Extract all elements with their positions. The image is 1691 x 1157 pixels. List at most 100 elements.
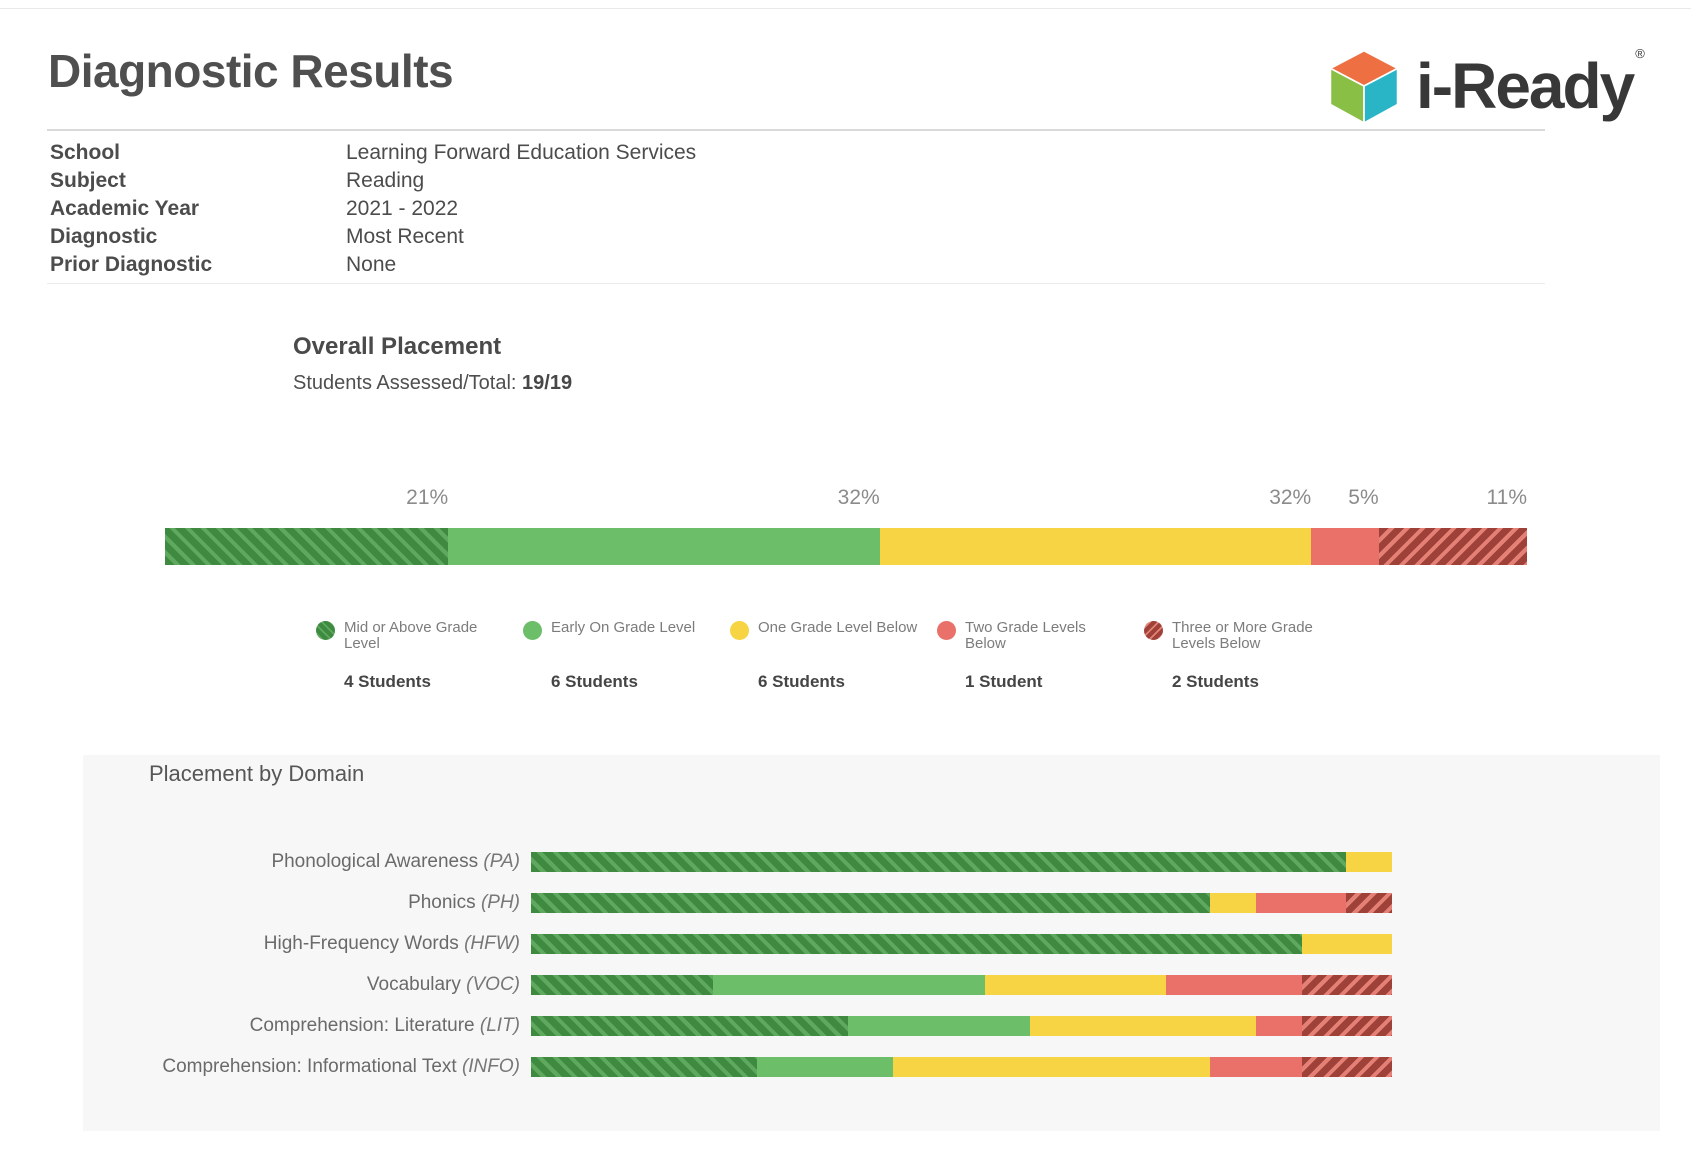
domain-bar <box>531 893 1393 913</box>
metadata-value: 2021 - 2022 <box>346 197 459 220</box>
domain-bar-segment <box>531 975 713 995</box>
domain-name: High-Frequency Words <box>263 933 465 954</box>
legend-student-count: 1 Student <box>965 672 1043 691</box>
metadata-row: Subject Reading <box>50 167 696 195</box>
overall-bar-segment <box>448 528 880 565</box>
metadata-value: None <box>346 253 397 276</box>
domain-bar-segment <box>1029 1016 1256 1036</box>
percent-label: 32% <box>1269 486 1312 509</box>
legend-item: Early On Grade Level 6 Students <box>523 620 730 692</box>
metadata-label: Prior Diagnostic <box>50 253 213 276</box>
domain-bar-segment <box>531 893 1211 913</box>
domain-name: Vocabulary <box>366 974 467 995</box>
students-assessed-value: 19/19 <box>522 372 573 394</box>
metadata-value: Most Recent <box>346 225 464 248</box>
domain-bar <box>531 934 1392 954</box>
legend-student-count: 6 Students <box>551 672 638 691</box>
domain-abbreviation: (INFO) <box>461 1056 520 1077</box>
metadata-value: Learning Forward Education Services <box>346 141 697 164</box>
i-ready-cube-icon <box>1329 49 1399 124</box>
metadata-label: Academic Year <box>50 197 200 220</box>
domain-bar-segment <box>1346 893 1393 913</box>
domain-bar-segment <box>531 1016 848 1036</box>
legend-item: One Grade Level Below 6 Students <box>730 620 937 692</box>
domain-rows: Phonological Awareness (PA) Phonics (PH) H… <box>83 851 1660 1098</box>
metadata-row: Prior Diagnostic None <box>50 251 696 279</box>
overall-placement-heading: Overall Placement <box>293 333 502 360</box>
domain-bar-segment <box>1301 1057 1392 1077</box>
domain-row: Phonological Awareness (PA) <box>83 851 1660 873</box>
domain-label: High-Frequency Words (HFW) <box>83 933 531 955</box>
legend-label: Early On Grade Level <box>551 619 696 636</box>
legend-item-head: One Grade Level Below <box>730 620 937 662</box>
page-title: Diagnostic Results <box>48 45 454 97</box>
domain-abbreviation: (PA) <box>483 851 520 872</box>
domain-bar-segment <box>1302 975 1392 995</box>
overall-bar-segment <box>1378 528 1528 565</box>
overall-placement-bar <box>165 528 1528 565</box>
header-divider <box>47 129 1545 131</box>
overall-bar-segment <box>1311 528 1379 565</box>
percent-label: 5% <box>1348 486 1379 509</box>
domain-bar-segment <box>531 852 1347 872</box>
domain-row: Phonics (PH) <box>83 892 1660 914</box>
domain-label: Vocabulary (VOC) <box>83 974 531 996</box>
domain-row: Comprehension: Informational Text (INFO) <box>83 1056 1660 1077</box>
percent-label: 21% <box>406 486 449 509</box>
domain-name: Phonics <box>408 892 481 913</box>
metadata-label: School <box>50 141 121 164</box>
legend-item: Mid or Above Grade Level 4 Students <box>316 620 523 692</box>
legend-student-count: 6 Students <box>758 672 845 691</box>
metadata-divider <box>47 283 1545 284</box>
legend-student-count: 2 Students <box>1172 672 1259 691</box>
i-ready-wordmark: i-Ready <box>1416 50 1635 122</box>
placement-by-domain-panel: Placement by Domain Phonological Awarene… <box>83 755 1660 1131</box>
metadata-label: Subject <box>50 169 126 192</box>
domain-bar <box>531 975 1392 995</box>
legend-color-dot-icon <box>1144 621 1163 640</box>
metadata-row: Diagnostic Most Recent <box>50 223 696 251</box>
students-assessed-line: Students Assessed/Total: 19/19 <box>293 372 572 395</box>
legend-item: Two Grade Levels Below 1 Student <box>937 620 1144 692</box>
legend-label: Three or More Grade Levels Below <box>1172 619 1313 652</box>
domain-bar-segment <box>1346 852 1392 872</box>
domain-bar-segment <box>1255 1016 1302 1036</box>
domain-name: Comprehension: Literature <box>249 1015 480 1036</box>
domain-row: Vocabulary (VOC) <box>83 974 1660 996</box>
legend-color-dot-icon <box>523 621 542 640</box>
legend-item-head: Two Grade Levels Below <box>937 620 1144 662</box>
domain-bar-segment <box>757 1057 894 1077</box>
registered-trademark: ® <box>1635 46 1645 61</box>
legend-label: One Grade Level Below <box>758 619 918 636</box>
legend-item-head: Mid or Above Grade Level <box>316 620 523 662</box>
overall-bar-segment <box>879 528 1312 565</box>
legend-label: Two Grade Levels Below <box>965 619 1086 652</box>
domain-bar-segment <box>847 1016 1030 1036</box>
metadata-value: Reading <box>346 169 425 192</box>
legend-color-dot-icon <box>730 621 749 640</box>
i-ready-logo: i-Ready ® <box>1322 42 1645 130</box>
domain-name: Phonological Awareness <box>271 851 484 872</box>
legend-color-dot-icon <box>316 621 335 640</box>
domain-bar <box>531 852 1392 872</box>
legend-student-count: 4 Students <box>344 672 431 691</box>
legend-label: Mid or Above Grade Level <box>344 619 478 652</box>
domain-abbreviation: (VOC) <box>466 974 520 995</box>
domain-label: Phonological Awareness (PA) <box>83 851 531 873</box>
domain-abbreviation: (PH) <box>480 892 520 913</box>
domain-label: Comprehension: Literature (LIT) <box>83 1015 531 1037</box>
domain-bar-segment <box>531 934 1302 954</box>
domain-bar-segment <box>893 1057 1211 1077</box>
domain-row: High-Frequency Words (HFW) <box>83 933 1660 955</box>
legend-item: Three or More Grade Levels Below 2 Studen… <box>1144 620 1351 692</box>
domain-bar-segment <box>1301 1016 1392 1036</box>
domain-abbreviation: (LIT) <box>479 1015 520 1036</box>
domain-abbreviation: (HFW) <box>464 933 520 954</box>
legend-item-head: Early On Grade Level <box>523 620 730 662</box>
domain-bar-segment <box>531 1057 758 1077</box>
domain-row: Comprehension: Literature (LIT) <box>83 1015 1660 1037</box>
placement-by-domain-heading: Placement by Domain <box>149 761 365 786</box>
domain-label: Phonics (PH) <box>83 892 531 914</box>
top-divider <box>0 8 1691 9</box>
legend-item-head: Three or More Grade Levels Below <box>1144 620 1351 662</box>
